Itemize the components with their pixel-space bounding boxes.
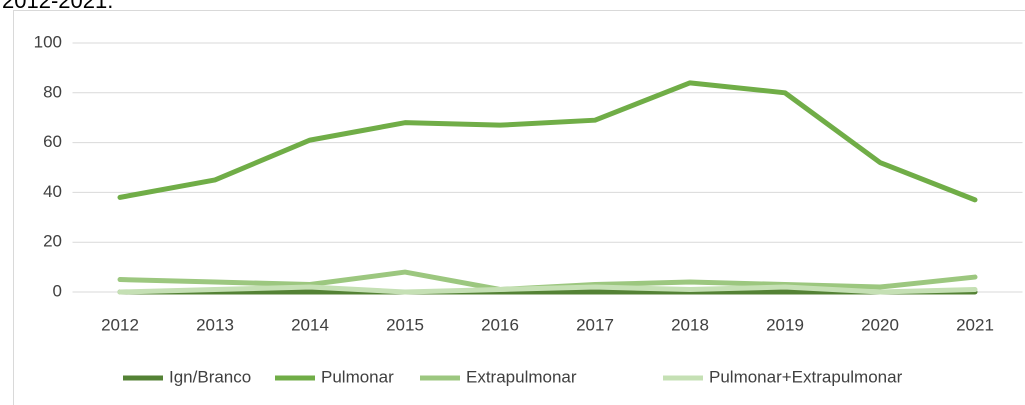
y-tick-label: 0 bbox=[53, 281, 62, 300]
y-tick-label: 20 bbox=[43, 232, 62, 251]
y-tick-label: 100 bbox=[34, 32, 62, 51]
x-tick-label: 2015 bbox=[386, 315, 424, 334]
legend-label: Ign/Branco bbox=[169, 367, 251, 386]
chart-frame bbox=[13, 10, 1025, 405]
legend-label: Pulmonar+Extrapulmonar bbox=[709, 367, 903, 386]
x-tick-label: 2021 bbox=[956, 315, 994, 334]
x-tick-label: 2019 bbox=[766, 315, 804, 334]
x-tick-label: 2014 bbox=[291, 315, 329, 334]
y-tick-label: 60 bbox=[43, 132, 62, 151]
y-tick-label: 80 bbox=[43, 82, 62, 101]
x-tick-label: 2016 bbox=[481, 315, 519, 334]
legend-label: Extrapulmonar bbox=[466, 367, 577, 386]
series-line bbox=[117, 284, 978, 295]
y-tick-label: 40 bbox=[43, 182, 62, 201]
x-tick-label: 2013 bbox=[196, 315, 234, 334]
x-tick-label: 2017 bbox=[576, 315, 614, 334]
caption: 2012-2021. bbox=[2, 0, 113, 13]
x-tick-label: 2018 bbox=[671, 315, 709, 334]
series-line bbox=[117, 80, 978, 203]
x-tick-label: 2020 bbox=[861, 315, 899, 334]
x-tick-label: 2012 bbox=[101, 315, 139, 334]
legend-label: Pulmonar bbox=[321, 367, 394, 386]
